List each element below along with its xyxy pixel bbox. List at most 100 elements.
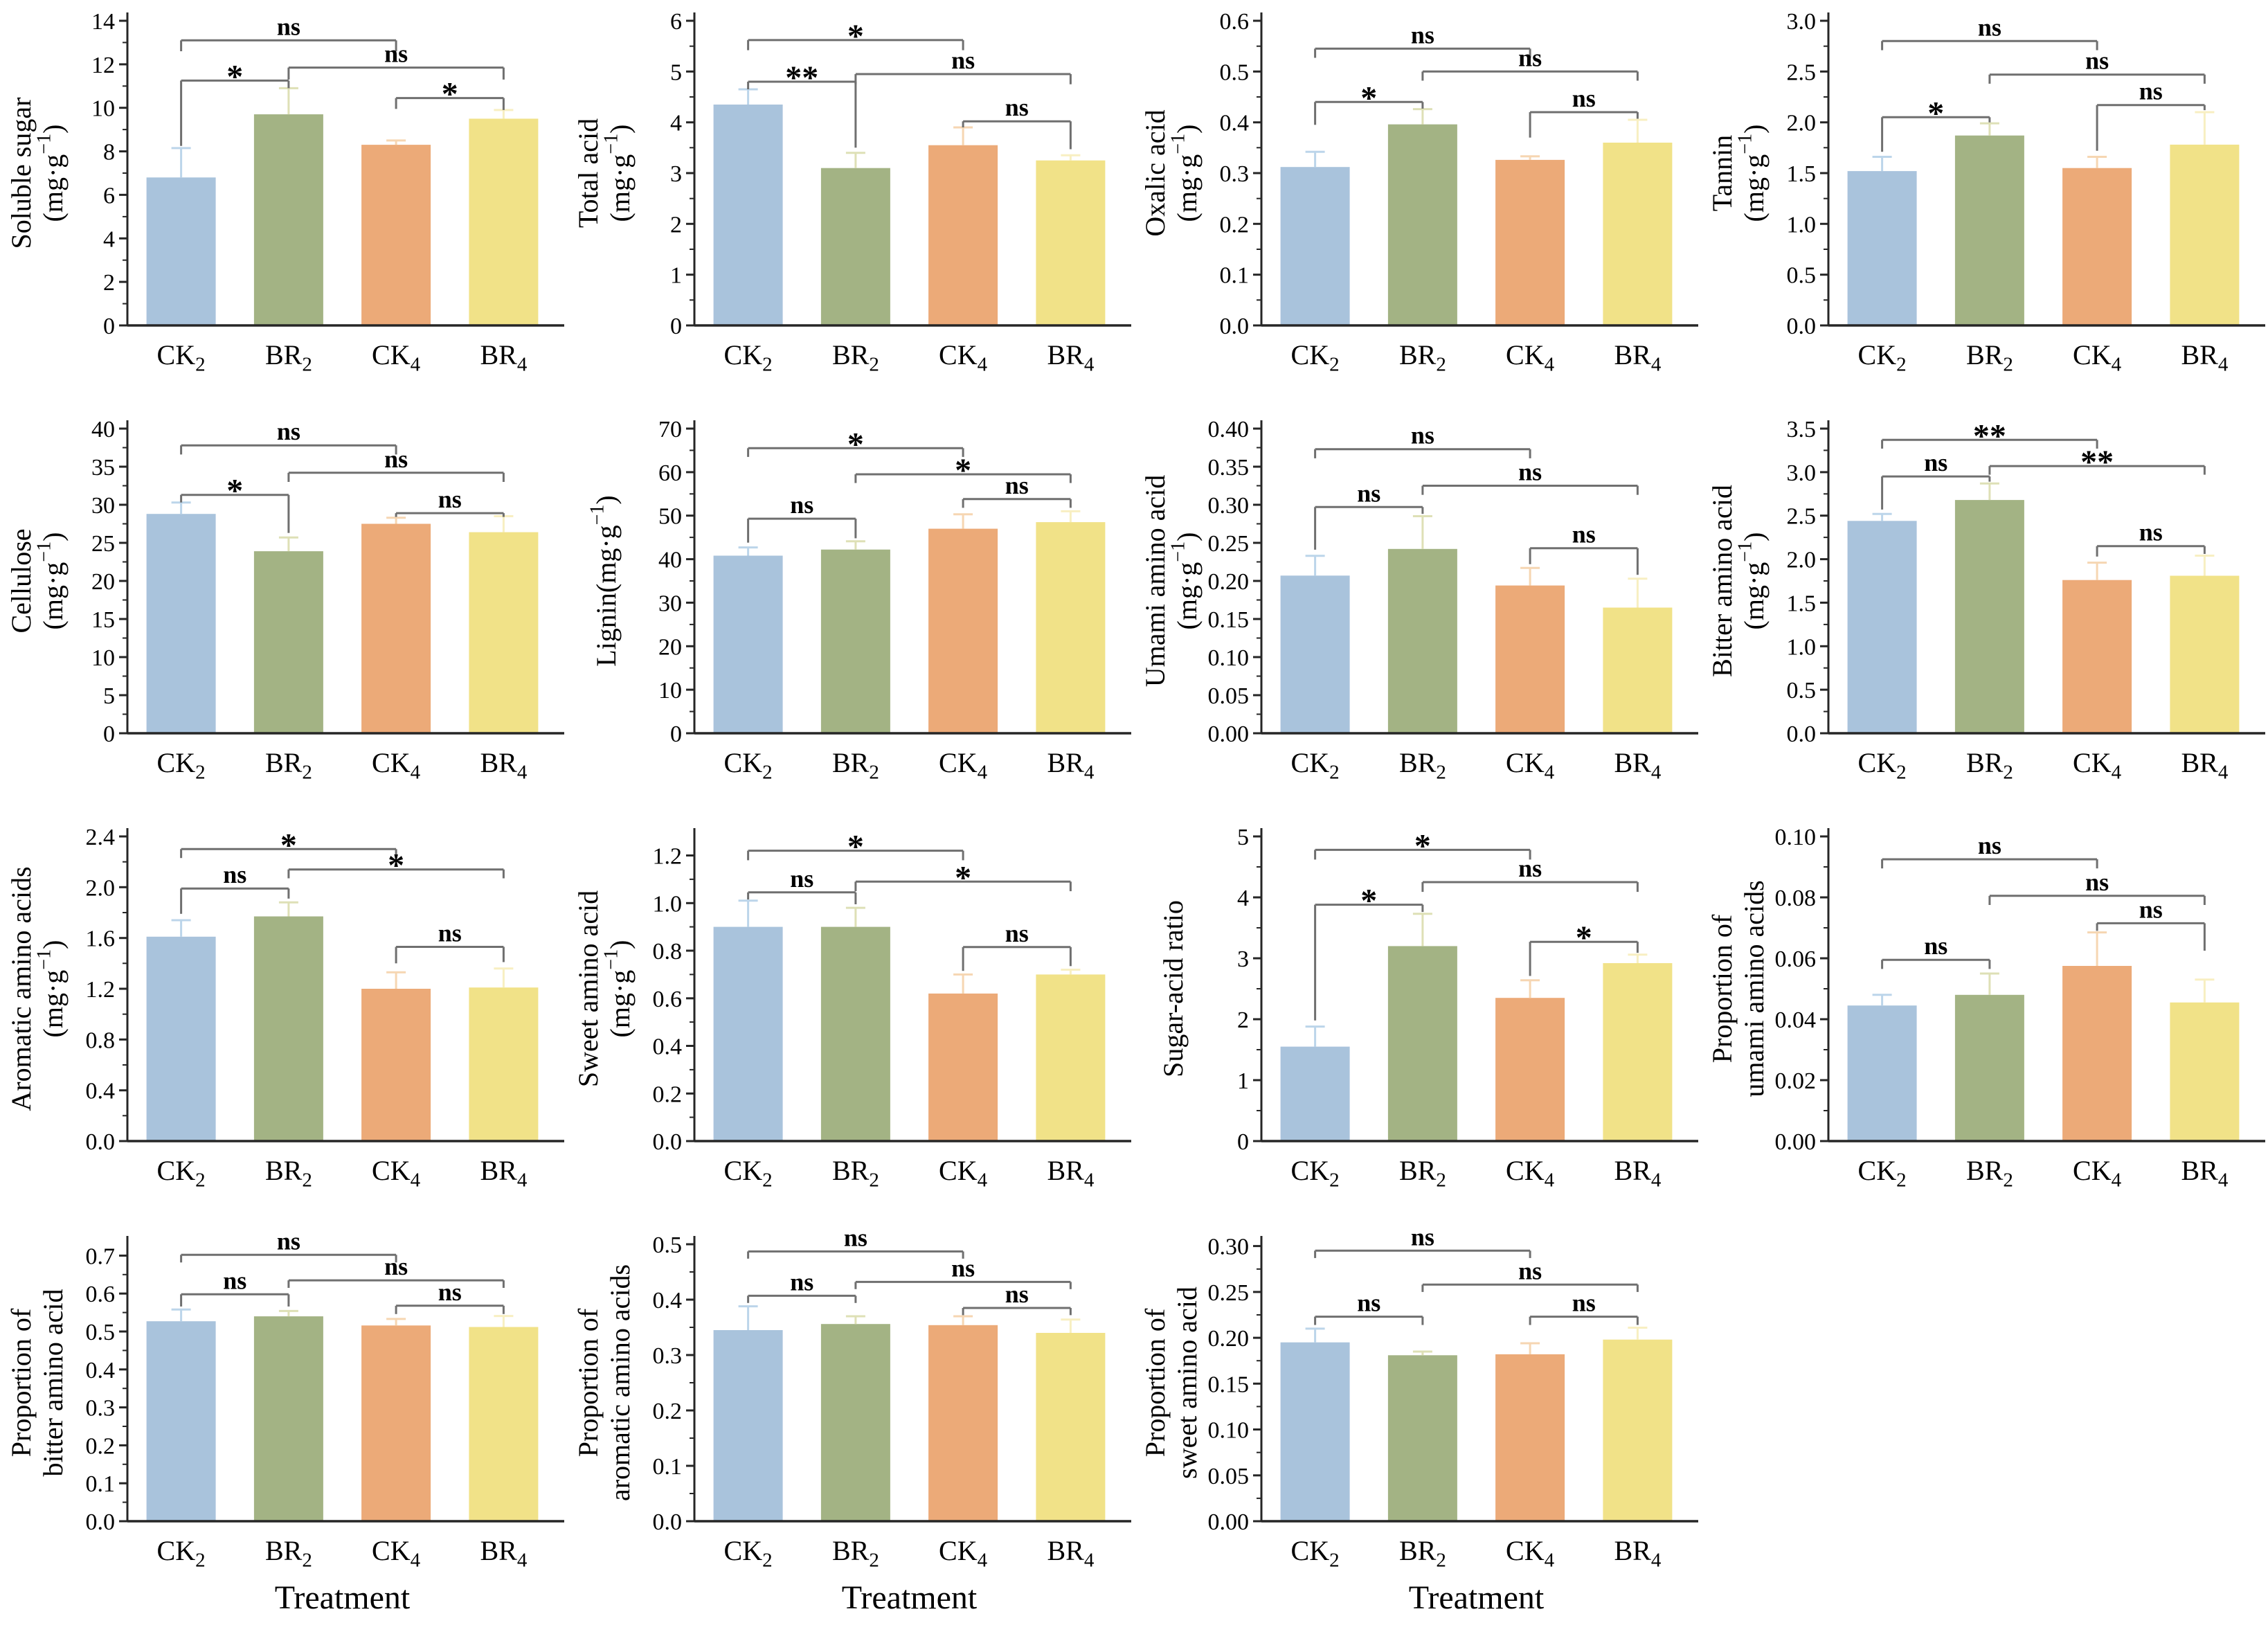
x-axis-label: Treatment [842,1579,978,1616]
x-tick-label: BR2 [265,1155,312,1192]
y-tick-label: 0.1 [1220,263,1250,289]
bar-proportion-aromatic-3 [1036,1333,1106,1521]
error-bar-cellulose-3 [494,515,514,532]
error-bar-sugar-acid-ratio-2 [1520,979,1540,998]
y-tick-label: 0.15 [1208,607,1250,633]
x-tick-label: BR4 [1047,339,1094,376]
error-bar-lignin-1 [845,540,865,550]
chart-panel-bitter-amino-acid: 0.0 0.5 1.0 1.5 2.0 2.5 3.0 3.5 ** ** ns ns CK2 BR2 CK… [1701,408,2268,816]
bar-sugar-acid-ratio-1 [1387,946,1457,1141]
chart-aromatic-amino-acids: 0.0 0.4 0.8 1.2 1.6 2.0 2.4 * * ns ns CK2 BR2 CK4 BR4 A… [6,825,564,1192]
sig-label: ns [790,865,813,893]
sig-label: * [847,426,864,463]
y-tick-label: 10 [91,645,115,671]
y-tick-label: 0.02 [1775,1068,1817,1094]
sig-bracket-sweet-amino-acid-1-3 [854,880,1072,892]
y-tick-label: 0 [670,721,682,747]
sig-label: ns [438,1278,462,1306]
bar-sugar-acid-ratio-2 [1495,998,1565,1141]
sig-bracket-proportion-umami-1-3 [1988,895,2206,905]
y-axis-label: Lignin(mg·g−1) [586,495,622,667]
chart-cellulose: 0 5 10 15 20 25 30 35 40 ns ns * ns CK2 BR2 CK4 BR4 Cellu… [6,417,564,784]
sig-bracket-proportion-bitter-1-3 [287,1279,505,1288]
chart-panel-proportion-umami: 0.00 0.02 0.04 0.06 0.08 0.10 ns ns ns ns CK2 BR2 CK… [1701,816,2268,1223]
x-tick-label: CK4 [939,1155,988,1192]
sig-label: * [1576,920,1592,956]
y-tick-label: 3.0 [1787,9,1817,35]
sig-bracket-soluble-sugar-2-3 [395,97,505,110]
y-tick-label: 30 [658,591,682,616]
error-bar-aromatic-amino-acids-2 [386,971,406,989]
sig-bracket-proportion-sweet-2-3 [1529,1316,1639,1325]
y-tick-label: 2.4 [86,825,116,850]
error-bar-proportion-aromatic-2 [953,1315,973,1325]
sig-bracket-cellulose-0-1 [180,494,290,533]
chart-panel-sweet-amino-acid: 0.0 0.2 0.4 0.6 0.8 1.0 1.2 * * ns ns CK2 BR2 CK4 BR4 S… [567,816,1134,1223]
y-tick-label: 0.25 [1208,531,1250,557]
sig-label: ns [277,12,300,40]
y-tick-label: 6 [670,9,682,35]
x-tick-label: BR4 [1614,1155,1661,1192]
bar-proportion-bitter-3 [469,1327,539,1521]
x-tick-label: CK4 [939,747,988,784]
error-bar-sweet-amino-acid-1 [845,906,865,927]
sig-label: ns [223,1266,246,1294]
y-axis-label: Proportion of [573,1308,604,1457]
y-tick-label: 0.1 [653,1454,683,1480]
x-tick-label: CK2 [1291,1155,1340,1192]
y-tick-label: 2.5 [1787,504,1817,530]
sig-label: ns [951,1254,975,1282]
y-axis-label: Sweet amino acid [573,890,604,1087]
sig-label: ns [2139,78,2163,105]
error-bar-total-acid-1 [845,152,865,168]
chart-panel-soluble-sugar: 0 2 4 6 8 10 12 14 ns ns * * CK2 BR2 CK4 BR4 Soluble sug… [0,0,567,408]
sig-label: ns [384,1253,408,1280]
sig-bracket-aromatic-amino-acids-0-2 [180,848,397,859]
sig-bracket-proportion-sweet-0-1 [1314,1316,1424,1325]
x-tick-label: CK2 [157,339,206,376]
sig-bracket-total-acid-1-3 [854,73,1072,84]
y-axis-label: Proportion of [6,1308,37,1457]
y-tick-label: 0.5 [86,1320,116,1345]
bar-sweet-amino-acid-1 [820,926,890,1141]
sig-label: ns [1411,1223,1434,1250]
y-tick-label: 0 [103,721,115,747]
error-bar-proportion-sweet-2 [1520,1342,1540,1354]
sig-label: * [955,859,971,896]
x-tick-label: CK4 [1506,339,1555,376]
x-tick-label: CK2 [724,1535,773,1572]
y-axis-label: Total acid [573,118,604,228]
error-bar-cellulose-0 [171,501,191,514]
y-axis-label: (mg·g−1) [600,940,636,1038]
y-tick-label: 0.30 [1208,1235,1250,1260]
bar-oxalic-acid-0 [1280,167,1350,325]
error-bar-lignin-2 [953,513,973,529]
bar-proportion-sweet-3 [1603,1339,1673,1521]
bar-proportion-umami-2 [2062,966,2132,1141]
y-tick-label: 0.10 [1775,825,1817,850]
sig-label: ns [1518,854,1542,882]
bar-total-acid-1 [820,168,890,325]
error-bar-soluble-sugar-0 [171,147,191,178]
x-tick-label: BR4 [1047,1155,1094,1192]
sig-bracket-cellulose-0-2 [180,444,397,455]
bar-total-acid-0 [713,105,783,325]
bar-umami-amino-acid-1 [1387,548,1457,733]
sig-label: ns [438,485,462,513]
y-axis-label: bitter amino acid [37,1289,69,1476]
y-tick-label: 4 [103,226,115,252]
y-tick-label: 2.0 [86,875,116,901]
y-tick-label: 0.2 [653,1399,683,1424]
x-tick-label: BR2 [1399,339,1446,376]
y-tick-label: 0.25 [1208,1280,1250,1306]
x-axis-label: Treatment [1409,1579,1545,1616]
y-tick-label: 3.5 [1787,417,1817,442]
sig-bracket-proportion-umami-0-1 [1881,958,1991,969]
chart-proportion-sweet: 0.00 0.05 0.10 0.15 0.20 0.25 0.30 ns ns ns ns CK2 B… [1140,1223,1698,1616]
y-tick-label: 0.0 [1787,314,1817,339]
y-tick-label: 0.15 [1208,1372,1250,1397]
error-bar-total-acid-3 [1061,154,1081,161]
chart-panel-lignin: 0 10 20 30 40 50 60 70 * * ns ns CK2 BR2 CK4 BR4 Lignin(… [567,408,1134,816]
sig-label: ns [1005,1280,1029,1308]
